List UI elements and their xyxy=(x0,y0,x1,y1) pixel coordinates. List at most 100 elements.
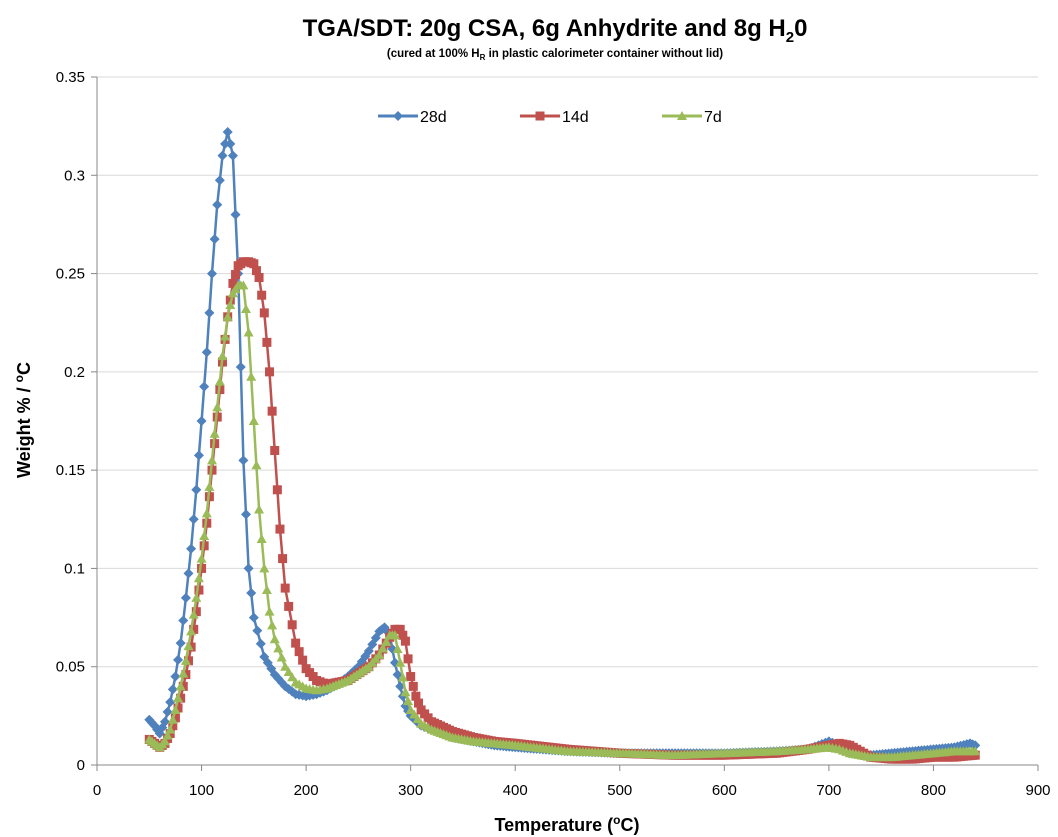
data-point-28d xyxy=(238,455,249,466)
data-point-14d xyxy=(284,601,294,611)
data-point-14d xyxy=(395,624,405,634)
data-point-28d xyxy=(173,654,184,665)
data-point-7d xyxy=(374,649,385,659)
x-tick-label: 300 xyxy=(398,782,423,799)
data-point-28d xyxy=(230,209,241,220)
data-point-14d xyxy=(267,406,277,416)
data-point-28d xyxy=(225,138,236,149)
data-point-7d xyxy=(225,300,236,310)
legend-marker xyxy=(393,111,403,121)
data-point-7d xyxy=(389,630,400,640)
data-point-14d xyxy=(191,607,201,617)
y-tick-labels: 0 0.05 0.1 0.15 0.2 0.25 0.3 0.35 xyxy=(56,69,85,774)
legend-label: 28d xyxy=(420,109,447,126)
y-tick-label: 0.25 xyxy=(56,266,85,283)
data-point-28d xyxy=(363,645,374,656)
y-tick-label: 0.35 xyxy=(56,69,85,86)
data-point-28d xyxy=(159,716,170,727)
x-tick-label: 500 xyxy=(607,782,632,799)
data-point-28d xyxy=(370,632,381,643)
y-tick-label: 0.3 xyxy=(64,167,85,184)
gridlines xyxy=(97,76,1038,668)
data-point-14d xyxy=(262,337,272,347)
data-point-28d xyxy=(252,625,263,636)
y-tick-label: 0.15 xyxy=(56,462,85,479)
data-point-7d xyxy=(204,481,215,491)
data-point-14d xyxy=(189,624,199,634)
series-line-7d xyxy=(148,284,976,759)
data-point-28d xyxy=(240,509,251,520)
data-point-7d xyxy=(209,428,220,438)
data-point-14d xyxy=(270,445,280,455)
data-point-14d xyxy=(275,524,285,534)
data-point-28d xyxy=(212,199,223,210)
chart-subtitle: (cured at 100% HR in plastic calorimeter… xyxy=(387,48,723,62)
data-point-7d xyxy=(188,609,199,619)
x-tick-label: 700 xyxy=(816,782,841,799)
data-point-28d xyxy=(214,175,225,186)
x-axis-title: Temperature (oC) xyxy=(494,813,639,835)
data-point-7d xyxy=(269,634,280,644)
data-point-28d xyxy=(167,684,178,695)
data-point-14d xyxy=(168,721,178,731)
data-point-14d xyxy=(272,485,282,495)
data-point-7d xyxy=(217,351,228,361)
y-tick-label: 0.2 xyxy=(64,364,85,381)
data-point-14d xyxy=(170,713,180,723)
data-point-7d xyxy=(280,661,291,671)
y-axis-title: Weight % / oC xyxy=(12,362,34,478)
data-point-14d xyxy=(173,703,183,713)
data-point-7d xyxy=(261,585,272,595)
data-point-7d xyxy=(240,303,251,313)
data-point-7d xyxy=(283,666,294,676)
data-point-7d xyxy=(259,563,270,573)
data-point-7d xyxy=(220,331,231,341)
series-line-14d xyxy=(148,260,976,761)
series-28d xyxy=(144,127,981,761)
x-tick-label: 0 xyxy=(93,782,101,799)
data-point-14d xyxy=(294,647,304,657)
data-point-7d xyxy=(207,455,218,465)
data-point-14d xyxy=(280,583,290,593)
data-point-7d xyxy=(165,724,176,734)
data-point-7d xyxy=(254,504,265,514)
data-point-28d xyxy=(193,450,204,461)
data-point-14d xyxy=(265,367,275,377)
data-point-7d xyxy=(397,672,408,682)
data-point-7d xyxy=(199,530,210,540)
data-point-14d xyxy=(278,554,288,564)
data-point-28d xyxy=(188,514,199,525)
data-point-7d xyxy=(180,655,191,665)
data-point-28d xyxy=(178,615,189,626)
x-tick-label: 100 xyxy=(189,782,214,799)
data-point-7d xyxy=(400,687,411,697)
data-point-7d xyxy=(246,371,257,381)
data-point-28d xyxy=(183,568,194,579)
legend-item-28d: 28d xyxy=(378,109,447,126)
data-point-14d xyxy=(414,698,424,708)
data-point-28d xyxy=(199,381,210,392)
data-point-14d xyxy=(259,308,269,318)
data-point-7d xyxy=(170,704,181,714)
legend: 28d 14d 7d xyxy=(378,109,722,126)
data-point-14d xyxy=(257,290,267,300)
data-point-7d xyxy=(178,668,189,678)
data-point-28d xyxy=(165,697,176,708)
data-point-7d xyxy=(173,693,184,703)
data-point-28d xyxy=(235,361,246,372)
series-7d xyxy=(144,280,981,762)
data-point-14d xyxy=(406,672,416,682)
data-point-7d xyxy=(287,672,298,682)
legend-item-7d: 7d xyxy=(662,109,722,126)
legend-marker xyxy=(677,111,687,120)
data-point-14d xyxy=(231,270,241,280)
x-tick-labels: 0 100 200 300 400 500 600 700 800 900 xyxy=(93,782,1051,799)
data-point-14d xyxy=(194,585,204,595)
data-point-7d xyxy=(377,643,388,653)
data-point-14d xyxy=(398,630,408,640)
data-point-7d xyxy=(403,696,414,706)
data-point-7d xyxy=(395,657,406,667)
data-point-14d xyxy=(291,638,301,648)
data-point-7d xyxy=(276,652,287,662)
